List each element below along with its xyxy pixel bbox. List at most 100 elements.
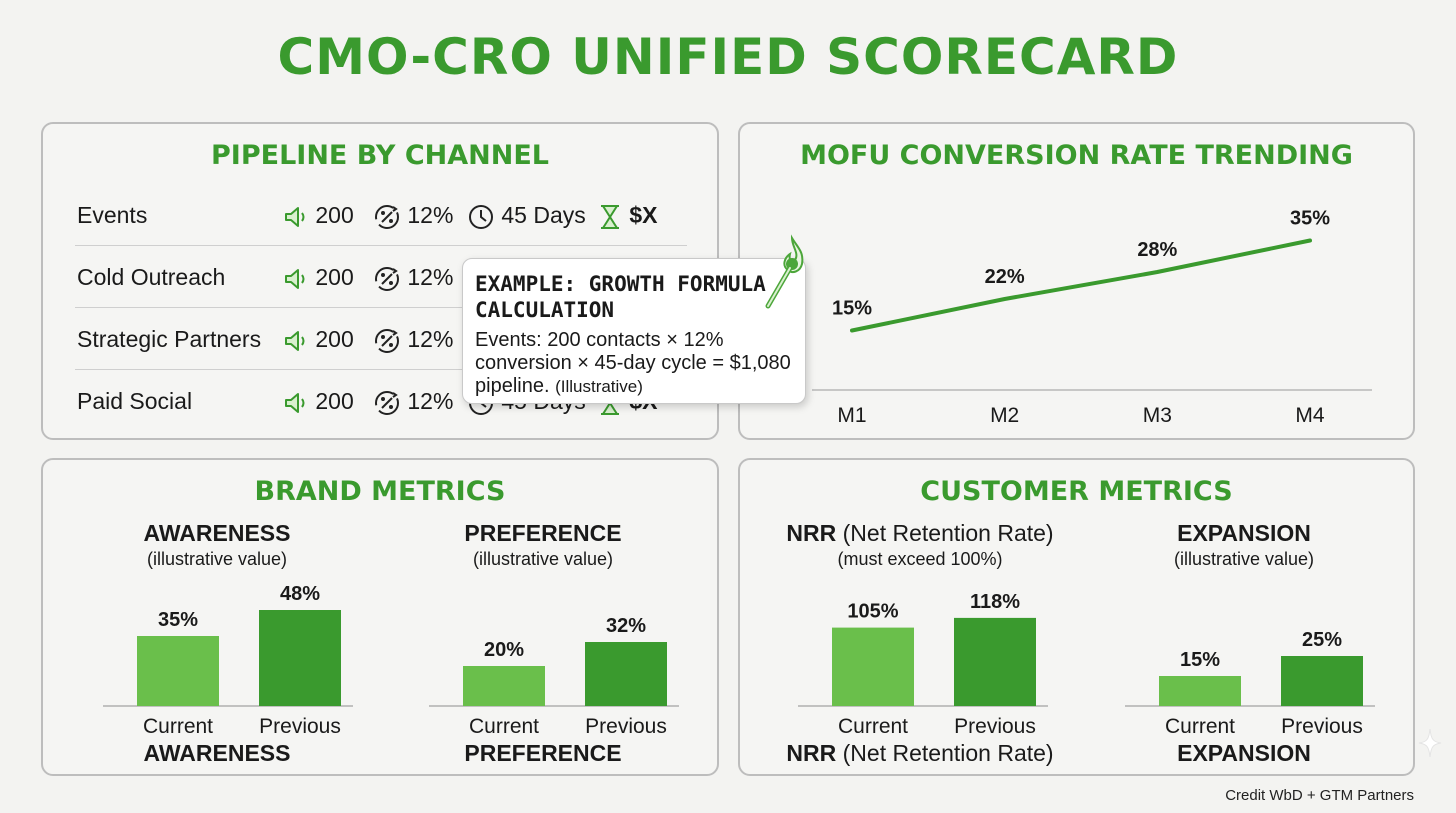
bar-value-label: 32%: [606, 615, 646, 637]
mofu-panel: MOFU CONVERSION RATE TRENDING 15% M1 22% M2…: [738, 122, 1415, 440]
mofu-series-line: [850, 238, 1312, 333]
bar-category-label: Current: [469, 715, 539, 738]
mofu-x-tick-label: M4: [1295, 404, 1324, 427]
megaphone-icon: [283, 388, 309, 414]
nrr-heading-block: NRR (Net Retention Rate) (must exceed 10…: [770, 520, 1070, 570]
percent-cycle-icon: [373, 264, 401, 291]
bar-category-label: Previous: [1281, 715, 1363, 738]
expansion-heading: EXPANSION: [1177, 520, 1311, 546]
contacts-value: 200: [315, 388, 354, 414]
nrr-heading-strong: NRR: [786, 520, 837, 546]
contacts-metric: 200: [283, 262, 354, 292]
bar-previous: [585, 642, 667, 706]
contacts-metric: 200: [283, 386, 354, 416]
percent-cycle-icon: [373, 202, 401, 229]
rate-value: 12%: [407, 264, 454, 290]
awareness-heading: AWARENESS: [143, 520, 291, 546]
bar-previous: [954, 617, 1036, 706]
cycle-value: 45 Days: [501, 202, 586, 228]
callout-body: Events: 200 contacts × 12% conversion × …: [475, 329, 793, 398]
bar-value-label: 20%: [484, 639, 524, 661]
channel-name: Paid Social: [77, 388, 193, 414]
preference-sub: (illustrative value): [472, 549, 614, 569]
bar-current: [137, 636, 219, 706]
mofu-data-label: 35%: [1290, 208, 1330, 230]
bar-current: [1159, 676, 1241, 706]
mofu-title: MOFU CONVERSION RATE TRENDING: [800, 140, 1353, 171]
preference-footer: PREFERENCE: [413, 740, 673, 767]
callout-heading: EXAMPLE: GROWTH FORMULA CALCULATION: [475, 272, 766, 322]
percent-cycle-icon: [373, 326, 401, 353]
brand-title: BRAND METRICS: [254, 476, 506, 507]
mofu-x-tick-label: M1: [837, 404, 866, 427]
awareness-heading-block: AWARENESS (illustrative value): [87, 520, 347, 570]
bar-previous: [259, 610, 341, 706]
percent-cycle-icon: [373, 388, 401, 415]
pipeline-row: Events 200 12% 45 Days $X: [75, 184, 687, 246]
bar-category-label: Current: [1165, 715, 1235, 738]
contacts-value: 200: [315, 202, 354, 228]
rate-value: 12%: [407, 326, 454, 352]
rate-metric: 12%: [373, 262, 453, 293]
preference-footer-label: PREFERENCE: [464, 740, 622, 766]
pipeline-title: PIPELINE BY CHANNEL: [211, 140, 549, 171]
contacts-value: 200: [315, 326, 354, 352]
expansion-footer-label: EXPANSION: [1177, 740, 1311, 766]
bar-category-label: Previous: [954, 715, 1036, 738]
contacts-metric: 200: [283, 324, 354, 354]
megaphone-icon: [283, 264, 309, 290]
channel-name: Strategic Partners: [77, 326, 262, 352]
brand-panel: BRAND METRICS AWARENESS (illustrative va…: [41, 458, 719, 776]
rate-metric: 12%: [373, 200, 453, 231]
callout-note: (Illustrative): [555, 377, 643, 396]
nrr-footer-rest: (Net Retention Rate): [836, 740, 1054, 766]
bar-current: [463, 666, 545, 706]
hourglass-icon: [597, 202, 623, 229]
bar-category-label: Current: [838, 715, 908, 738]
page-title: CMO-CRO UNIFIED SCORECARD: [277, 28, 1179, 86]
nrr-heading: NRR (Net Retention Rate): [770, 520, 1070, 547]
awareness-bar-chart: 35% Current 48% Previous: [103, 583, 353, 738]
mofu-data-label: 28%: [1137, 239, 1177, 261]
bar-value-label: 15%: [1180, 649, 1220, 671]
bar-value-label: 105%: [847, 601, 898, 623]
rate-metric: 12%: [373, 324, 453, 355]
awareness-footer: AWARENESS: [87, 740, 347, 767]
channel-name: Cold Outreach: [77, 264, 226, 290]
clock-icon: [467, 202, 495, 229]
expansion-heading-block: EXPANSION (illustrative value): [1114, 520, 1374, 570]
growth-formula-callout: EXAMPLE: GROWTH FORMULA CALCULATION Even…: [462, 258, 806, 404]
rate-value: 12%: [407, 388, 454, 414]
expansion-footer: EXPANSION: [1114, 740, 1374, 767]
bar-category-label: Previous: [585, 715, 667, 738]
sparkle-icon: [1418, 728, 1442, 758]
expansion-bar-chart: 15% Current 25% Previous: [1125, 629, 1375, 738]
preference-heading: PREFERENCE: [464, 520, 622, 546]
nrr-footer: NRR (Net Retention Rate): [770, 740, 1070, 767]
callout-body-text: Events: 200 contacts × 12% conversion × …: [475, 329, 791, 397]
bar-current: [832, 627, 914, 706]
cycle-metric: 45 Days: [467, 200, 586, 231]
bar-value-label: 48%: [280, 583, 320, 605]
megaphone-icon: [283, 326, 309, 352]
contacts-value: 200: [315, 264, 354, 290]
bar-value-label: 118%: [970, 591, 1020, 613]
mofu-data-label: 15%: [832, 298, 872, 320]
mofu-x-tick-label: M3: [1143, 404, 1172, 427]
mofu-line-chart: 15% M1 22% M2 28% M3 35% M4: [812, 208, 1372, 427]
bar-value-label: 25%: [1302, 629, 1342, 651]
preference-heading-block: PREFERENCE (illustrative value): [413, 520, 673, 570]
bar-value-label: 35%: [158, 609, 198, 631]
contacts-metric: 200: [283, 200, 354, 230]
preference-bar-chart: 20% Current 32% Previous: [429, 615, 679, 738]
nrr-bar-chart: 105% Current 118% Previous: [798, 591, 1048, 738]
customer-panel: CUSTOMER METRICS NRR (Net Retention Rate…: [738, 458, 1415, 776]
expansion-sub: (illustrative value): [1173, 549, 1315, 569]
mofu-data-label: 22%: [985, 266, 1025, 288]
flaming-match-icon: [765, 234, 804, 309]
customer-title: CUSTOMER METRICS: [920, 476, 1233, 507]
bar-category-label: Previous: [259, 715, 341, 738]
channel-name: Events: [77, 202, 148, 228]
mofu-x-tick-label: M2: [990, 404, 1019, 427]
awareness-sub: (illustrative value): [146, 549, 288, 569]
